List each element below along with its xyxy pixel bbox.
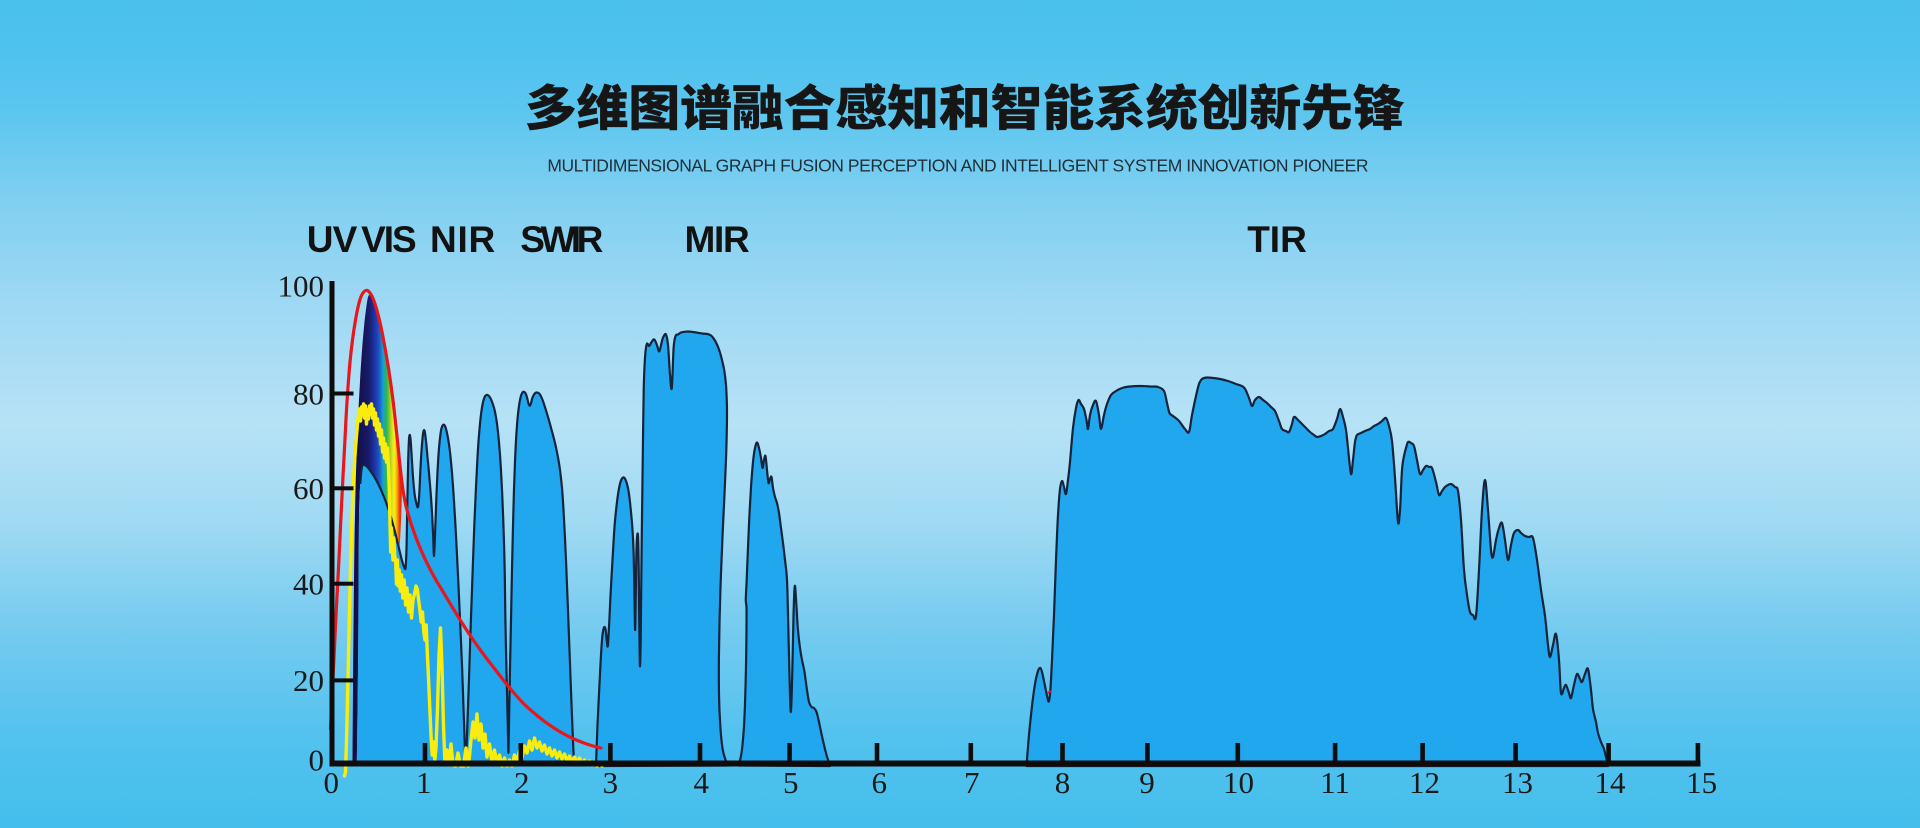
svg-text:15: 15 <box>1686 765 1717 800</box>
svg-text:MIR: MIR <box>685 219 750 260</box>
svg-text:TIR: TIR <box>1247 219 1307 260</box>
svg-text:60: 60 <box>293 471 324 506</box>
svg-text:0: 0 <box>324 765 340 800</box>
svg-text:MULTIDIMENSIONAL GRAPH FUSION: MULTIDIMENSIONAL GRAPH FUSION PERCEPTION… <box>547 156 1368 176</box>
svg-text:9: 9 <box>1139 765 1155 800</box>
svg-text:8: 8 <box>1055 765 1071 800</box>
svg-text:100: 100 <box>278 269 325 304</box>
svg-text:5: 5 <box>783 765 799 800</box>
svg-text:40: 40 <box>293 567 324 602</box>
svg-text:1: 1 <box>416 765 432 800</box>
svg-text:VIS: VIS <box>361 219 416 260</box>
svg-text:SWIR: SWIR <box>520 219 602 260</box>
svg-text:10: 10 <box>1223 765 1254 800</box>
svg-text:4: 4 <box>694 765 710 800</box>
svg-text:80: 80 <box>293 377 324 412</box>
svg-text:0: 0 <box>309 743 325 778</box>
svg-text:12: 12 <box>1409 765 1440 800</box>
svg-text:2: 2 <box>514 765 530 800</box>
svg-text:6: 6 <box>871 765 887 800</box>
svg-text:13: 13 <box>1502 765 1533 800</box>
svg-text:14: 14 <box>1595 765 1627 800</box>
svg-text:3: 3 <box>603 765 619 800</box>
svg-text:UV: UV <box>307 219 358 260</box>
svg-text:7: 7 <box>964 765 980 800</box>
svg-text:20: 20 <box>293 663 324 698</box>
svg-text:11: 11 <box>1320 765 1350 800</box>
svg-text:NIR: NIR <box>430 219 496 260</box>
